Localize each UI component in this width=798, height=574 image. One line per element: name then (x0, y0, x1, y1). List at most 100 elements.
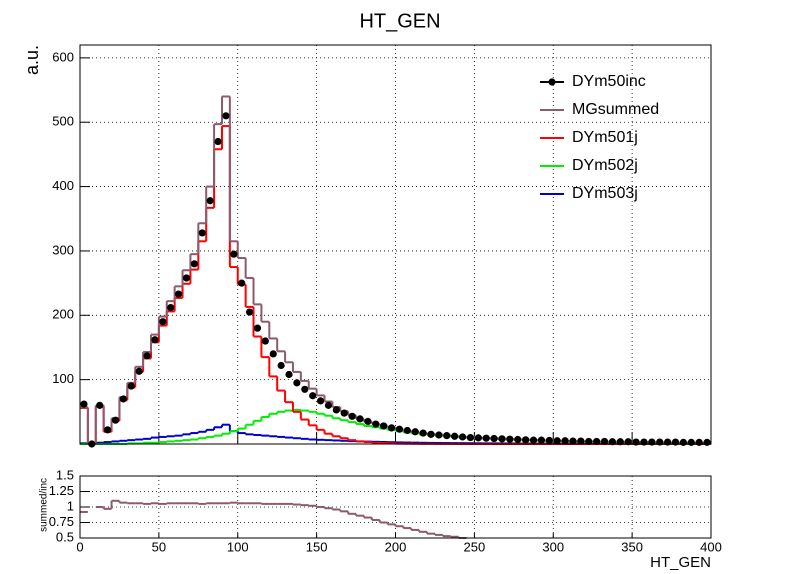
legend-label: DYm50inc (572, 73, 646, 90)
y-tick-label: 300 (52, 242, 74, 257)
data-point (372, 420, 380, 428)
data-point (190, 260, 198, 268)
data-point (380, 422, 388, 430)
data-point (443, 432, 451, 440)
data-point (151, 336, 159, 344)
data-point (466, 433, 475, 442)
data-point (261, 337, 269, 345)
data-point (593, 437, 601, 446)
data-point (159, 318, 167, 326)
x-tick-label: 350 (621, 539, 643, 554)
data-point (458, 433, 467, 441)
legend-label: DYm503j (572, 185, 638, 202)
data-point (206, 197, 214, 205)
data-point (490, 434, 498, 443)
x-axis-label: HT_GEN (650, 554, 711, 571)
data-point (104, 426, 112, 434)
plot-frame (79, 44, 712, 445)
data-point (395, 425, 404, 433)
data-point (600, 437, 609, 446)
data-point (537, 436, 546, 444)
data-point (553, 437, 561, 445)
data-point (561, 437, 569, 445)
legend-label: MGsummed (572, 101, 659, 118)
x-tick-label: 100 (227, 539, 249, 554)
data-point (174, 290, 183, 298)
data-point (640, 438, 648, 446)
legend-label: DYm502j (572, 157, 638, 174)
data-point (498, 435, 506, 443)
y-tick-label: 1.5 (56, 467, 74, 482)
data-point (585, 437, 593, 446)
data-point (419, 429, 427, 437)
data-point (135, 367, 143, 375)
x-tick-label: 250 (464, 539, 486, 554)
x-tick-label: 400 (700, 539, 722, 554)
data-point (245, 308, 254, 316)
data-point (111, 416, 120, 424)
data-point (648, 438, 656, 446)
data-point (253, 324, 262, 332)
data-point (182, 274, 191, 282)
data-point (506, 435, 514, 443)
data-point (269, 350, 277, 358)
y-tick-label: 1 (67, 498, 74, 513)
y-tick-label: 600 (52, 49, 74, 64)
data-point (198, 229, 206, 237)
data-point (230, 250, 238, 258)
data-point (324, 401, 333, 409)
y-tick-label: 400 (52, 178, 74, 193)
data-point (411, 428, 419, 436)
x-tick-label: 300 (542, 539, 564, 554)
data-point (474, 434, 482, 442)
data-point (632, 438, 640, 446)
data-point (127, 382, 135, 390)
y-tick-label: 500 (52, 114, 74, 129)
data-point (119, 395, 127, 403)
data-point (143, 352, 151, 360)
data-point (80, 400, 88, 408)
x-tick-label: 0 (76, 539, 83, 554)
data-point (545, 436, 553, 445)
data-point (403, 426, 411, 435)
data-point (703, 438, 711, 446)
data-point (340, 409, 348, 417)
y-tick-label: 100 (52, 371, 74, 386)
plot-frame (79, 475, 712, 539)
data-point (679, 438, 687, 446)
chart-title: HT_GEN (359, 10, 440, 32)
data-point (238, 279, 246, 287)
y-tick-label: 1.25 (49, 483, 74, 498)
data-point (348, 412, 356, 420)
legend-label: DYm501j (572, 129, 638, 146)
data-point (522, 436, 530, 444)
data-point (671, 438, 680, 446)
data-point (435, 431, 443, 439)
data-point (577, 437, 585, 445)
data-point (687, 438, 695, 446)
data-point (332, 406, 340, 414)
data-point (222, 112, 230, 120)
data-point (214, 137, 222, 146)
data-point (96, 401, 104, 409)
data-point (427, 430, 435, 438)
y-tick-label: 0.5 (56, 529, 74, 544)
y-tick-label: 0.75 (49, 514, 74, 529)
y-axis-label: a.u. (22, 45, 42, 75)
y-tick-label: 200 (52, 307, 74, 322)
data-point (167, 303, 175, 312)
data-point (277, 361, 285, 370)
x-tick-label: 50 (152, 539, 166, 554)
data-point (301, 385, 309, 393)
data-point (482, 434, 490, 442)
data-point (656, 438, 664, 446)
data-point (569, 437, 577, 445)
data-point (695, 438, 703, 446)
x-tick-label: 150 (306, 539, 328, 554)
data-point (356, 415, 364, 423)
data-point (285, 370, 293, 379)
data-point (451, 432, 459, 440)
data-point (309, 392, 317, 400)
data-point (529, 436, 538, 444)
